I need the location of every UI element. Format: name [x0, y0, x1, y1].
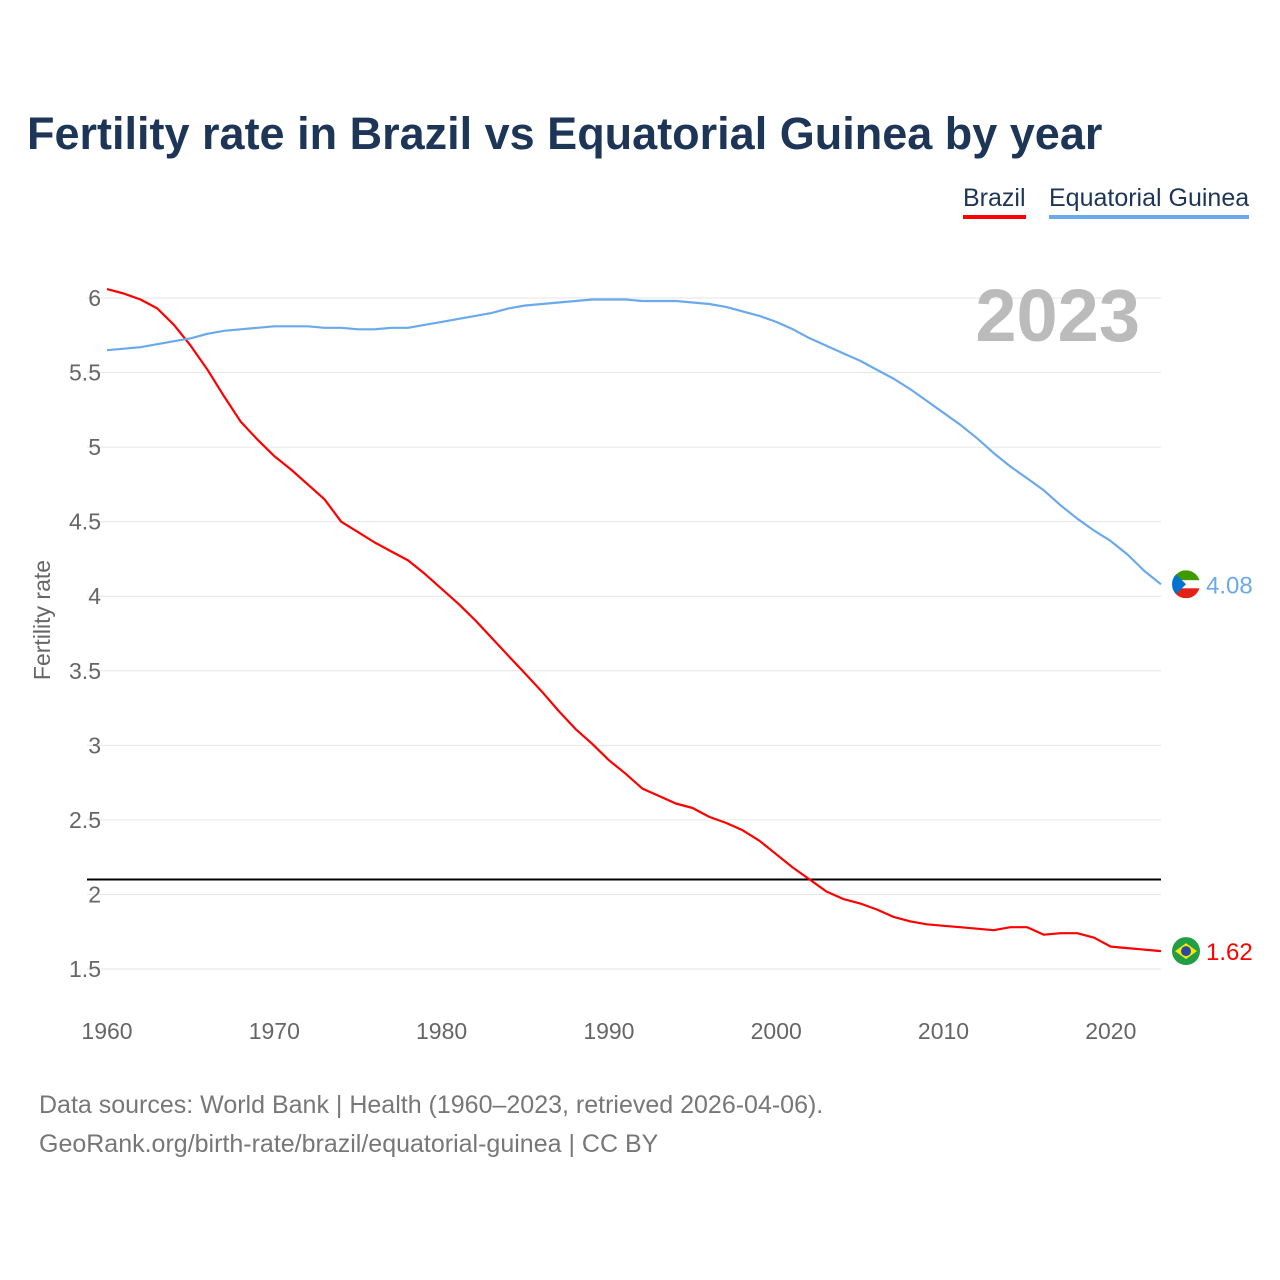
chart-title: Fertility rate in Brazil vs Equatorial G…	[27, 108, 1103, 159]
y-tick-label: 3.5	[69, 658, 101, 684]
x-tick-label: 1990	[583, 1018, 634, 1044]
x-tick-label: 1960	[81, 1018, 132, 1044]
x-tick-label: 2020	[1085, 1018, 1136, 1044]
y-tick-label: 3	[88, 732, 101, 758]
y-tick-label: 6	[88, 285, 101, 311]
footer-link[interactable]: GeoRank.org/birth-rate/brazil/equatorial…	[39, 1130, 659, 1158]
flag-body	[1172, 570, 1200, 599]
flag-globe	[1181, 946, 1191, 957]
y-tick-label: 1.5	[69, 956, 101, 982]
year-label: 2023	[975, 274, 1140, 357]
x-tick-label: 1970	[249, 1018, 300, 1044]
equatorial-guinea-flag-icon	[1172, 570, 1200, 599]
y-tick-label: 4	[88, 583, 101, 609]
end-value-label: 4.08	[1206, 572, 1253, 599]
footer-sources: Data sources: World Bank | Health (1960–…	[39, 1091, 824, 1119]
brazil-flag-icon	[1172, 937, 1200, 966]
x-tick-label: 1980	[416, 1018, 467, 1044]
legend-brazil[interactable]: Brazil	[963, 184, 1026, 219]
y-tick-label: 4.5	[69, 509, 101, 535]
series-line-brazil	[106, 288, 1162, 953]
y-tick-label: 2	[88, 881, 101, 907]
x-tick-label: 2000	[751, 1018, 802, 1044]
series-line-equatorial-guinea	[106, 298, 1162, 586]
legend-equatorial-guinea[interactable]: Equatorial Guinea	[1049, 184, 1250, 219]
end-value-label: 1.62	[1206, 939, 1253, 966]
y-axis-label: Fertility rate	[29, 560, 55, 680]
flag-triangle	[1172, 570, 1186, 599]
y-tick-label: 2.5	[69, 807, 101, 833]
y-tick-label: 5	[88, 434, 101, 460]
flag-green	[1172, 570, 1200, 581]
y-tick-label: 5.5	[69, 360, 101, 386]
footer: Data sources: World Bank | Health (1960–…	[39, 1086, 823, 1164]
flag-red	[1172, 588, 1200, 599]
x-tick-label: 2010	[918, 1018, 969, 1044]
